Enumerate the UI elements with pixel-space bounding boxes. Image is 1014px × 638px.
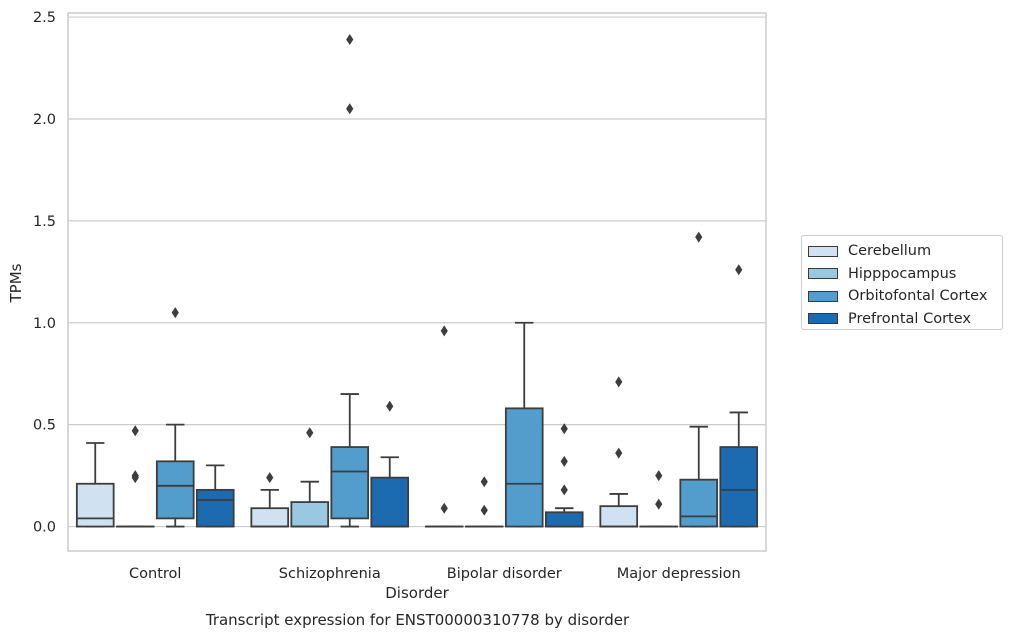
box-body <box>370 476 410 528</box>
box-group <box>679 231 719 528</box>
legend-label-orbitofrontal: Orbitofontal Cortex <box>848 288 988 305</box>
y-tick-label: 2.0 <box>33 112 56 128</box>
box-group <box>250 472 290 528</box>
outlier-point <box>131 472 139 484</box>
x-tick-label: Schizophrenia <box>279 566 381 582</box>
box-body <box>75 482 115 528</box>
legend-swatch-prefrontal <box>808 313 838 325</box>
legend-item-orbitofrontal: Orbitofontal Cortex <box>808 285 1002 308</box>
box-group <box>370 400 410 528</box>
box-group <box>599 376 639 528</box>
box-body <box>599 505 639 528</box>
outlier-point <box>655 498 663 510</box>
outlier-point <box>735 264 743 276</box>
box-group <box>115 425 155 528</box>
box-group <box>504 321 544 528</box>
x-tick-label: Major depression <box>617 566 741 582</box>
outlier-point <box>480 504 488 516</box>
outlier-point <box>655 470 663 482</box>
legend-swatch-orbitofrontal <box>808 290 838 302</box>
box-body <box>195 488 235 528</box>
legend-label-cerebellum: Cerebellum <box>848 243 932 260</box>
legend-item-hippocampus: Hipppocampus <box>808 263 1002 286</box>
y-axis-label: TPMs <box>7 263 25 303</box>
outlier-point <box>560 423 568 435</box>
outlier-point <box>695 231 703 243</box>
legend-label-prefrontal: Prefrontal Cortex <box>848 310 971 327</box>
box-body <box>719 446 759 528</box>
legend-label-hippocampus: Hipppocampus <box>848 265 957 282</box>
outlier-point <box>306 427 314 439</box>
box-group <box>155 307 195 528</box>
outlier-point <box>615 447 623 459</box>
outlier-point <box>560 484 568 496</box>
x-tick-label: Control <box>129 566 181 582</box>
box-group <box>195 464 235 528</box>
box-body <box>250 507 290 528</box>
box-group <box>639 470 679 528</box>
legend-swatch-hippocampus <box>808 268 838 280</box>
y-tick-label: 0.5 <box>33 418 56 434</box>
outlier-point <box>480 476 488 488</box>
y-tick-label: 2.5 <box>33 10 56 26</box>
outlier-point <box>266 472 274 484</box>
x-axis-label: Disorder <box>385 584 449 602</box>
y-tick-label: 1.0 <box>33 316 56 332</box>
box-body <box>155 460 195 520</box>
figure-caption: Transcript expression for ENST0000031077… <box>205 611 630 629</box>
box-body <box>504 407 544 528</box>
box-group <box>544 423 584 528</box>
legend-item-cerebellum: Cerebellum <box>808 240 1002 263</box>
x-tick-label: Bipolar disorder <box>447 566 562 582</box>
legend-swatch-cerebellum <box>808 245 838 257</box>
box-group <box>330 33 370 528</box>
y-tick-label: 1.5 <box>33 214 56 230</box>
box-series-layer <box>75 33 759 528</box>
box-body <box>679 478 719 528</box>
box-group <box>464 476 504 528</box>
outlier-point <box>346 103 354 115</box>
box-group <box>290 427 330 528</box>
outlier-point <box>386 400 394 412</box>
box-group <box>719 264 759 528</box>
outlier-point <box>131 425 139 437</box>
outlier-point <box>171 307 179 319</box>
plot-frame <box>67 12 767 552</box>
outlier-point <box>346 33 354 45</box>
outlier-point <box>615 376 623 388</box>
outlier-point <box>440 502 448 514</box>
box-body <box>544 511 584 528</box>
gridlines <box>68 16 766 528</box>
outlier-point <box>440 325 448 337</box>
legend: Cerebellum Hipppocampus Orbitofontal Cor… <box>801 235 1003 330</box>
outlier-point <box>560 455 568 467</box>
box-group <box>75 442 115 528</box>
legend-item-prefrontal: Prefrontal Cortex <box>808 308 1002 331</box>
box-group <box>424 325 464 528</box>
box-body <box>290 501 330 528</box>
axis-ticks: 0.0 0.5 1.0 1.5 2.0 2.5 Control Schizophrenia Bi… <box>33 10 741 582</box>
box-body <box>330 446 370 520</box>
y-tick-label: 0.0 <box>33 520 56 536</box>
